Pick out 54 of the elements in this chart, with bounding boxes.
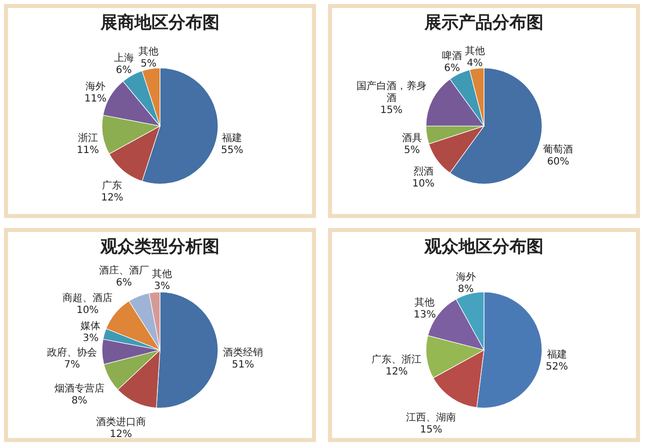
data-label: 12% [101, 192, 124, 204]
data-label: 8% [458, 284, 474, 295]
slice-label: 媒体 [80, 320, 101, 332]
slice-label: 葡萄酒 [543, 143, 574, 156]
data-label: 11% [76, 144, 100, 156]
slice-label: 烟酒专营店 [54, 382, 104, 394]
data-label: 5% [140, 58, 157, 70]
data-label: 15% [420, 424, 442, 436]
slice-label: 商超、酒店 [62, 292, 113, 304]
slice-label: 海外 [456, 270, 476, 283]
slice-label: 浙江 [78, 132, 98, 144]
slice-label: 福建 [222, 132, 242, 144]
chart-title: 展示产品分布图 [424, 13, 544, 33]
slice-label: 酒类进口商 [96, 416, 146, 428]
data-label: 12% [110, 428, 132, 440]
slice-label: 政府、协会 [47, 346, 98, 358]
data-label: 3% [154, 280, 170, 292]
chart-title: 观众类型分析图 [100, 237, 220, 257]
slice-label: 啤酒 [442, 50, 462, 62]
data-label: 55% [220, 144, 244, 156]
data-label: 11% [84, 94, 107, 105]
slice-label: 酒具 [402, 132, 422, 144]
data-label: 52% [546, 362, 568, 373]
slice-label: 海外 [85, 80, 106, 93]
slice-label: 其他 [464, 45, 485, 58]
slice-label: 烈酒 [413, 166, 434, 178]
data-label: 6% [116, 65, 132, 76]
slice-label: 广东 [102, 180, 122, 192]
slice-label: 其他 [138, 45, 159, 58]
data-label: 60% [547, 156, 570, 168]
data-label: 8% [71, 395, 88, 406]
data-label: 6% [116, 278, 132, 289]
data-label: 5% [404, 144, 420, 156]
slice-label: 上海 [114, 52, 134, 64]
data-label: 10% [412, 178, 434, 190]
data-label: 3% [82, 333, 99, 344]
slice-label: 广东、浙江 [372, 353, 422, 366]
data-label: 51% [232, 359, 254, 370]
chart-title: 观众地区分布图 [424, 237, 544, 257]
data-label: 13% [414, 310, 436, 320]
data-label: 7% [64, 359, 80, 370]
slice-label: 国产白酒，养身酒 [356, 80, 426, 104]
chart-title: 展商地区分布图 [100, 13, 220, 33]
slice-label: 酒类经销 [222, 346, 263, 358]
slice-label: 其他 [152, 268, 172, 280]
data-label: 6% [444, 62, 460, 74]
data-label: 15% [380, 105, 402, 116]
slice-label: 其他 [414, 296, 435, 308]
data-label: 4% [466, 58, 483, 70]
slice-label: 酒庄、酒厂 [98, 264, 149, 277]
data-label: 10% [76, 305, 99, 316]
slice-label: 江西、湖南 [406, 411, 456, 424]
slice-label: 福建 [546, 348, 567, 361]
data-label: 12% [386, 366, 408, 378]
